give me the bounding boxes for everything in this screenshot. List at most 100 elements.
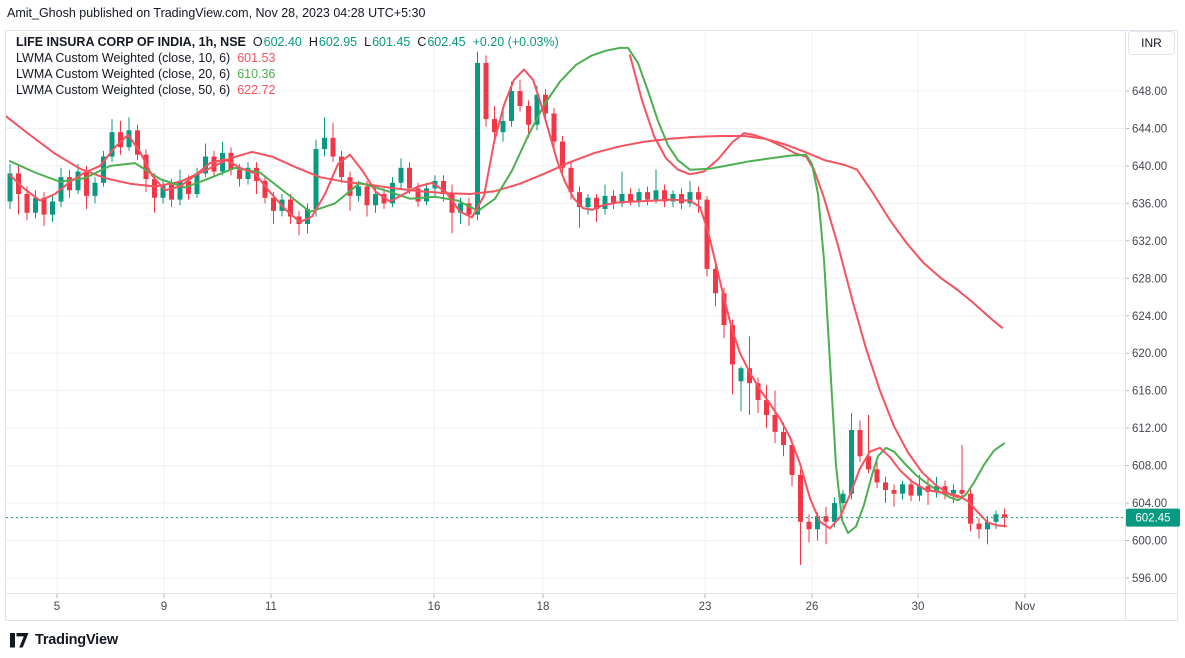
candle[interactable] (415, 188, 421, 202)
candle[interactable] (339, 156, 344, 178)
candle[interactable] (509, 91, 514, 121)
candle[interactable] (135, 130, 140, 155)
candle[interactable] (92, 182, 98, 196)
candle[interactable] (976, 523, 982, 530)
candle[interactable] (143, 154, 149, 180)
candle[interactable] (806, 521, 812, 530)
candle[interactable] (755, 383, 761, 401)
candle[interactable] (985, 521, 990, 530)
candle[interactable] (169, 184, 174, 200)
candle[interactable] (305, 208, 310, 224)
candle[interactable] (330, 137, 336, 157)
time-label[interactable]: 16 (428, 601, 441, 613)
candle[interactable] (670, 194, 676, 202)
candle[interactable] (594, 197, 599, 209)
candle[interactable] (747, 368, 752, 384)
tradingview-logo[interactable]: TradingView (10, 632, 118, 648)
candle[interactable] (33, 197, 38, 213)
price-label[interactable]: 604.00 (1132, 498, 1167, 510)
price-label[interactable]: 620.00 (1132, 348, 1167, 360)
price-label[interactable]: 616.00 (1132, 386, 1167, 398)
candle[interactable] (704, 199, 710, 269)
candle[interactable] (466, 203, 472, 215)
candle[interactable] (891, 489, 897, 494)
candle[interactable] (866, 456, 871, 470)
candle[interactable] (186, 180, 191, 195)
time-label[interactable]: 18 (537, 601, 550, 613)
lwma-50-line[interactable] (5, 115, 1003, 329)
candle[interactable] (407, 167, 412, 189)
symbol-title[interactable]: LIFE INSURA CORP OF INDIA, 1h, NSE (16, 35, 246, 49)
candle[interactable] (823, 516, 829, 522)
candle[interactable] (364, 186, 370, 206)
candle[interactable] (211, 156, 217, 172)
candle[interactable] (67, 177, 72, 191)
candle[interactable] (152, 179, 157, 198)
candle[interactable] (908, 484, 914, 496)
candle[interactable] (772, 415, 778, 432)
candle[interactable] (84, 171, 89, 196)
candle[interactable] (475, 62, 480, 215)
candle[interactable] (721, 293, 727, 326)
candle[interactable] (959, 489, 965, 494)
candle[interactable] (645, 192, 650, 200)
candle[interactable] (500, 120, 506, 133)
candle[interactable] (41, 197, 47, 215)
candle[interactable] (313, 149, 319, 209)
candle[interactable] (968, 493, 973, 524)
candle[interactable] (815, 516, 820, 530)
price-label[interactable]: 640.00 (1132, 161, 1167, 173)
time-label[interactable]: 30 (912, 601, 925, 613)
candle[interactable] (228, 152, 234, 170)
candle[interactable] (288, 199, 293, 217)
candle[interactable] (611, 195, 616, 204)
candle[interactable] (577, 192, 582, 208)
red-trail-extra-line[interactable] (629, 54, 959, 499)
candle[interactable] (619, 194, 625, 204)
price-label[interactable]: 632.00 (1132, 236, 1167, 248)
candle[interactable] (322, 137, 327, 150)
time-label[interactable]: 5 (54, 601, 60, 613)
time-label[interactable]: 9 (161, 601, 167, 613)
candle[interactable] (636, 192, 642, 202)
candle[interactable] (534, 94, 540, 125)
candle[interactable] (118, 132, 123, 148)
candle[interactable] (900, 484, 905, 494)
candle[interactable] (7, 173, 13, 202)
candle[interactable] (441, 180, 446, 195)
time-label[interactable]: 23 (699, 601, 712, 613)
candle[interactable] (492, 119, 497, 133)
price-label[interactable]: 596.00 (1132, 573, 1167, 585)
price-label[interactable]: 648.00 (1132, 86, 1167, 98)
candle[interactable] (551, 113, 557, 142)
candle[interactable] (585, 197, 591, 208)
candle[interactable] (245, 167, 251, 180)
candle[interactable] (381, 194, 387, 204)
candle[interactable] (560, 141, 565, 168)
candle[interactable] (696, 192, 701, 200)
candle[interactable] (662, 190, 667, 202)
price-label[interactable]: 624.00 (1132, 311, 1167, 323)
candle[interactable] (738, 368, 744, 382)
candle[interactable] (679, 194, 684, 204)
indicator-legend-row-2[interactable]: LWMA Custom Weighted (close, 20, 6) 610.… (16, 67, 276, 81)
candle[interactable] (398, 167, 404, 183)
candle[interactable] (951, 489, 956, 494)
lwma-10-line[interactable] (9, 68, 1007, 530)
candle[interactable] (24, 194, 30, 213)
candle[interactable] (730, 325, 735, 365)
price-label[interactable]: 628.00 (1132, 273, 1167, 285)
time-label[interactable]: Nov (1015, 601, 1036, 613)
candle[interactable] (458, 203, 463, 213)
candle[interactable] (602, 195, 608, 209)
candle[interactable] (568, 167, 574, 193)
candle[interactable] (483, 62, 489, 120)
candle[interactable] (1002, 514, 1007, 518)
price-label[interactable]: 636.00 (1132, 198, 1167, 210)
candle[interactable] (177, 180, 183, 200)
candle[interactable] (883, 482, 888, 490)
candle[interactable] (356, 186, 361, 196)
price-label[interactable]: 600.00 (1132, 536, 1167, 548)
candle[interactable] (160, 184, 166, 198)
candle[interactable] (424, 188, 429, 202)
